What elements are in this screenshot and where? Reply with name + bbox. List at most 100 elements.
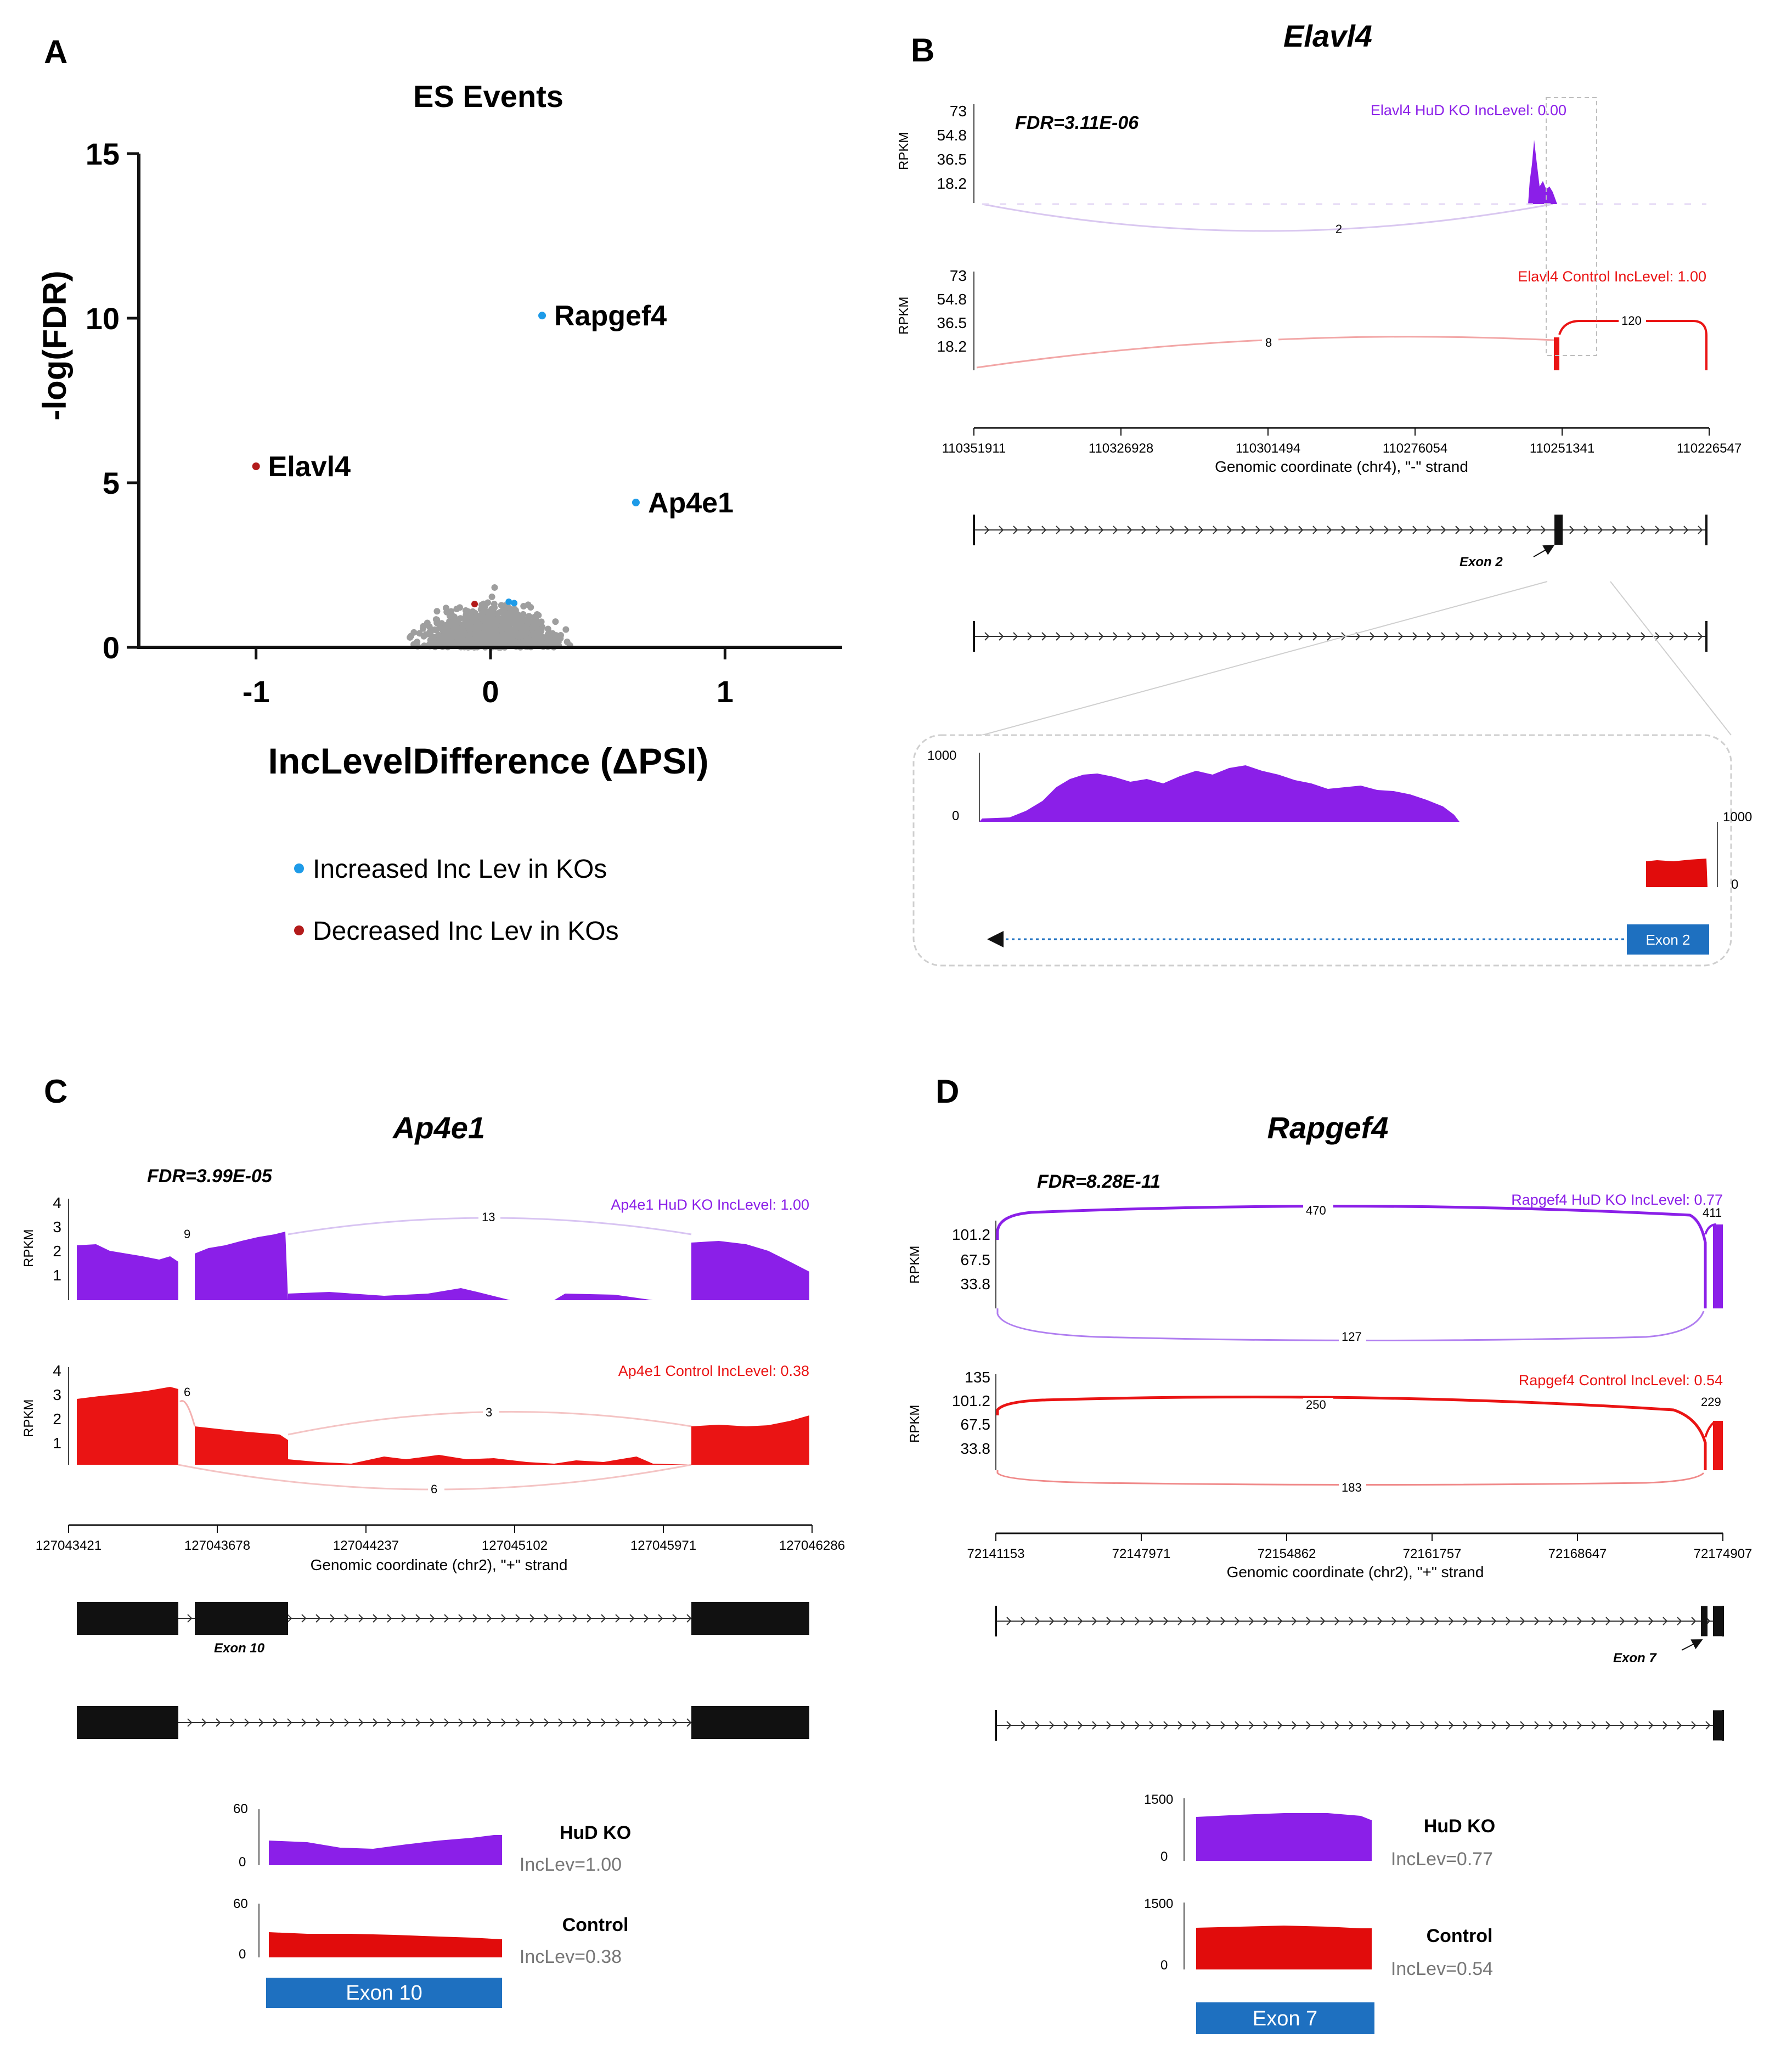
- strand-chevron: [1078, 1617, 1083, 1625]
- panel-b-letter: B: [911, 32, 934, 69]
- coordinate-ticks: 127043421 127043678 127044237 127045102 1270…: [36, 1525, 845, 1553]
- zoom-ymin: 0: [952, 809, 959, 823]
- strand-chevron: [1441, 526, 1446, 534]
- strand-chevron: [1177, 1617, 1183, 1625]
- strand-chevron: [1127, 526, 1132, 534]
- strand-chevron: [1548, 1617, 1554, 1625]
- strand-chevron: [1449, 1617, 1454, 1625]
- scatter-point: [511, 600, 518, 607]
- coord-label: 72141153: [967, 1546, 1025, 1561]
- strand-chevron: [1469, 632, 1475, 641]
- strand-chevron: [1355, 632, 1361, 641]
- ytick: 2: [53, 1410, 61, 1427]
- strand-chevron: [1605, 1721, 1611, 1730]
- rpkm-label: RPKM: [21, 1399, 36, 1437]
- strand-chevron: [1391, 1721, 1397, 1730]
- strand-chevron: [1113, 526, 1118, 534]
- zoom-ymin: 0: [239, 1947, 246, 1962]
- strand-chevron: [1534, 1721, 1540, 1730]
- scatter-point: [428, 633, 435, 640]
- strand-chevron: [1463, 1721, 1468, 1730]
- strand-chevron: [1006, 1721, 1012, 1730]
- strand-chevron: [1626, 526, 1632, 534]
- strand-chevron: [1598, 526, 1603, 534]
- strand-chevron: [1298, 526, 1304, 534]
- strand-chevron: [187, 1718, 193, 1727]
- scatter-point: [438, 639, 445, 646]
- strand-chevron: [572, 1614, 578, 1623]
- scatter-point: [480, 616, 487, 623]
- panel-a-letter: A: [44, 33, 67, 70]
- panel-d-rapgef4: D Rapgef4 FDR=8.28E-11 Rapgef4 HuD KO In…: [908, 1073, 1752, 2034]
- scatter-point: [525, 601, 532, 608]
- ko-junction-bottom: [996, 1308, 1705, 1341]
- label-bg: [478, 1210, 500, 1224]
- ko-yticks: 4 3 2 1: [53, 1194, 61, 1284]
- strand-chevron: [1498, 526, 1503, 534]
- zoom-ymax: 1500: [1144, 1792, 1173, 1807]
- ytick: 67.5: [961, 1251, 991, 1268]
- strand-chevron: [1427, 526, 1432, 534]
- scatter-point: [493, 630, 500, 637]
- zoom-ctrl-coverage: [1196, 1926, 1372, 1969]
- scatter-point: [471, 601, 478, 608]
- strand-chevron: [1192, 1721, 1197, 1730]
- strand-chevron: [1548, 1721, 1554, 1730]
- ytick: 101.2: [952, 1226, 990, 1243]
- strand-chevron: [1469, 526, 1475, 534]
- scatter-point: [562, 626, 570, 633]
- scatter-point: [552, 618, 559, 625]
- zoom-ymin: 0: [1160, 1958, 1168, 1973]
- strand-chevron: [1377, 1721, 1383, 1730]
- zoom-ymax: 1000: [927, 748, 956, 763]
- scatter-point: [544, 625, 551, 633]
- axis-title: Genomic coordinate (chr4), "-" strand: [1215, 458, 1468, 475]
- legend-down-label: Decreased Inc Lev in KOs: [313, 917, 619, 946]
- scatter-points: [407, 584, 573, 651]
- strand-chevron: [1434, 1721, 1440, 1730]
- ytick: 54.8: [937, 291, 967, 308]
- zoom-ctrl-name: Control: [562, 1915, 629, 1935]
- zoom-highlight-box: [1546, 97, 1597, 356]
- scatter-point: [475, 625, 482, 632]
- ko-exon-coverage: [1713, 1224, 1723, 1308]
- strand-chevron: [1135, 1721, 1140, 1730]
- label-bg: [1619, 314, 1646, 328]
- strand-chevron: [1648, 1721, 1654, 1730]
- strand-chevron: [1626, 632, 1632, 641]
- strand-chevron: [1677, 1721, 1682, 1730]
- strand-chevron: [1292, 1721, 1297, 1730]
- strand-chevron: [999, 526, 1004, 534]
- strand-chevron: [644, 1614, 649, 1623]
- strand-chevron: [358, 1614, 364, 1623]
- exon-block: [1713, 1606, 1723, 1636]
- strand-chevron: [1035, 1617, 1040, 1625]
- ctrl-yticks: 135 101.2 67.5 33.8: [952, 1369, 990, 1457]
- strand-chevron: [1006, 1617, 1012, 1625]
- strand-chevron: [1526, 632, 1532, 641]
- ctrl-yticks: 4 3 2 1: [53, 1362, 61, 1452]
- strand-chevron: [1106, 1617, 1112, 1625]
- strand-chevron: [1292, 1617, 1297, 1625]
- strand-chevron: [1284, 526, 1289, 534]
- zoom-exon-box: [1627, 924, 1709, 955]
- strand-chevron: [1013, 526, 1018, 534]
- strand-chevron: [1170, 632, 1175, 641]
- rpkm-label: RPKM: [908, 1246, 922, 1284]
- scatter-point: [453, 634, 460, 641]
- strand-chevron: [1078, 1721, 1083, 1730]
- coord-label: 110251341: [1530, 441, 1594, 456]
- strand-chevron: [1306, 1617, 1311, 1625]
- strand-chevron: [1270, 632, 1275, 641]
- strand-chevron: [330, 1614, 335, 1623]
- axis-title: Genomic coordinate (chr2), "+" strand: [311, 1556, 568, 1573]
- scatter-point: [526, 617, 533, 624]
- ytick: 101.2: [952, 1392, 990, 1409]
- strand-chevron: [1477, 1721, 1483, 1730]
- labeled-point: [538, 312, 546, 320]
- junction-count: 470: [1306, 1204, 1326, 1217]
- zoom-ctrl-coverage: [1646, 859, 1708, 887]
- scatter-point: [453, 620, 460, 627]
- transcript-2: [77, 1706, 809, 1739]
- junction-count: 6: [431, 1482, 437, 1496]
